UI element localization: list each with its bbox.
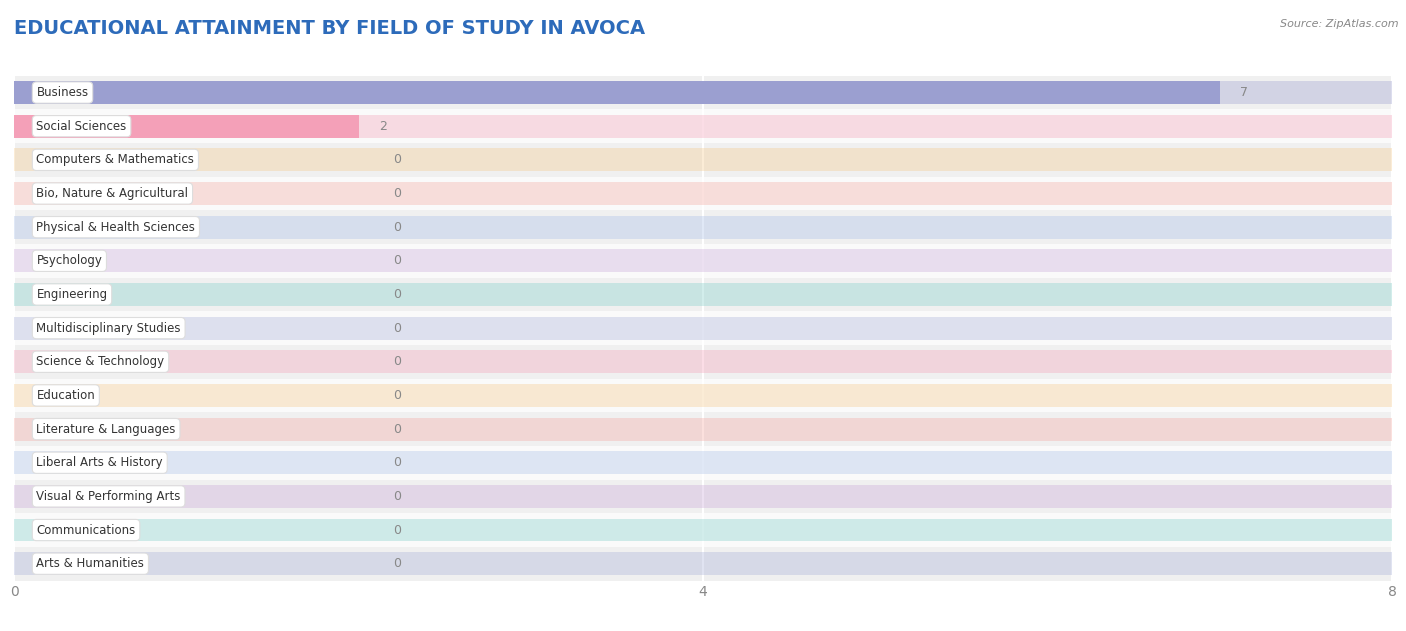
Bar	[14, 115, 1392, 138]
Bar	[14, 547, 1392, 581]
Text: 0: 0	[394, 288, 401, 301]
Text: 0: 0	[394, 254, 401, 268]
Bar	[14, 81, 1219, 104]
Text: 0: 0	[394, 456, 401, 469]
Bar	[14, 109, 1392, 143]
Bar	[14, 513, 1392, 547]
Bar	[14, 177, 1392, 210]
Text: Engineering: Engineering	[37, 288, 108, 301]
Bar	[14, 76, 1392, 109]
Text: Communications: Communications	[37, 524, 136, 536]
Text: 0: 0	[394, 389, 401, 402]
Bar	[14, 317, 1392, 339]
Bar	[14, 143, 1392, 177]
Text: Psychology: Psychology	[37, 254, 103, 268]
Text: 0: 0	[394, 153, 401, 167]
Bar	[14, 412, 1392, 446]
Bar	[14, 148, 1392, 171]
Bar	[14, 311, 1392, 345]
Text: Multidisciplinary Studies: Multidisciplinary Studies	[37, 322, 181, 334]
Bar	[14, 345, 1392, 379]
Bar	[14, 115, 359, 138]
Text: 0: 0	[394, 524, 401, 536]
Text: 0: 0	[394, 490, 401, 503]
Text: 0: 0	[394, 355, 401, 369]
Text: EDUCATIONAL ATTAINMENT BY FIELD OF STUDY IN AVOCA: EDUCATIONAL ATTAINMENT BY FIELD OF STUDY…	[14, 19, 645, 38]
Bar	[14, 485, 1392, 508]
Text: 2: 2	[380, 120, 387, 133]
Text: Visual & Performing Arts: Visual & Performing Arts	[37, 490, 181, 503]
Text: 7: 7	[1240, 86, 1249, 99]
Bar	[14, 451, 1392, 474]
Bar	[14, 210, 1392, 244]
Text: Science & Technology: Science & Technology	[37, 355, 165, 369]
Text: 0: 0	[394, 221, 401, 233]
Bar	[14, 519, 1392, 541]
Text: Business: Business	[37, 86, 89, 99]
Bar	[14, 244, 1392, 278]
Bar	[14, 480, 1392, 513]
Text: 0: 0	[394, 423, 401, 435]
Text: 0: 0	[394, 322, 401, 334]
Bar	[14, 283, 1392, 306]
Text: Source: ZipAtlas.com: Source: ZipAtlas.com	[1281, 19, 1399, 29]
Bar	[14, 278, 1392, 311]
Bar	[14, 182, 1392, 205]
Text: Computers & Mathematics: Computers & Mathematics	[37, 153, 194, 167]
Bar	[14, 350, 1392, 373]
Text: Education: Education	[37, 389, 96, 402]
Text: Liberal Arts & History: Liberal Arts & History	[37, 456, 163, 469]
Text: Arts & Humanities: Arts & Humanities	[37, 557, 145, 570]
Bar	[14, 249, 1392, 272]
Text: 0: 0	[394, 557, 401, 570]
Text: Bio, Nature & Agricultural: Bio, Nature & Agricultural	[37, 187, 188, 200]
Bar	[14, 552, 1392, 575]
Text: 0: 0	[394, 187, 401, 200]
Bar	[14, 384, 1392, 407]
Text: Literature & Languages: Literature & Languages	[37, 423, 176, 435]
Bar	[14, 81, 1392, 104]
Bar	[14, 418, 1392, 440]
Bar	[14, 379, 1392, 412]
Bar	[14, 216, 1392, 239]
Text: Physical & Health Sciences: Physical & Health Sciences	[37, 221, 195, 233]
Text: Social Sciences: Social Sciences	[37, 120, 127, 133]
Bar	[14, 446, 1392, 480]
